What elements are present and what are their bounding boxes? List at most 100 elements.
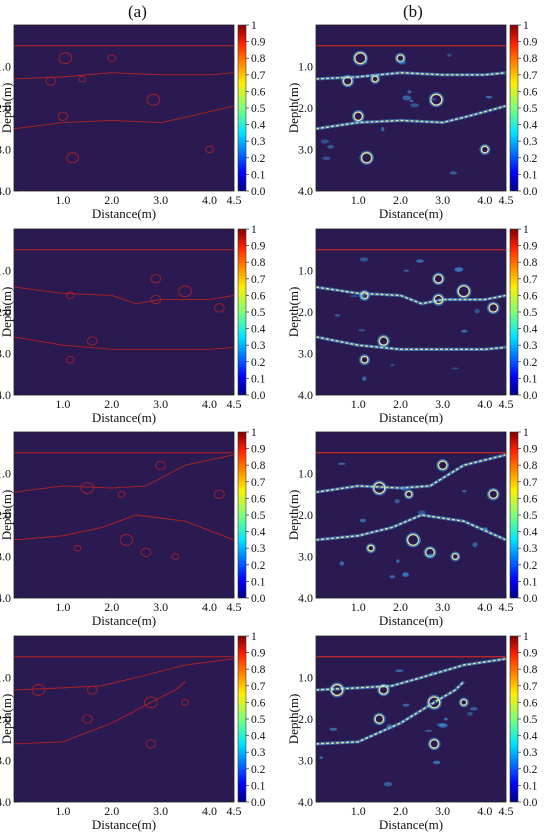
void-ring — [82, 714, 93, 724]
x-tick-label: 3.0 — [435, 193, 450, 207]
anomaly-speckle — [482, 527, 488, 531]
y-tick-label: 1.0 — [298, 60, 313, 74]
colorbar — [237, 635, 247, 803]
anomaly-speckle — [359, 294, 365, 300]
y-tick-label: 4.0 — [298, 184, 313, 198]
x-tick-label: 4.0 — [202, 804, 217, 818]
x-tick-label: 3.0 — [153, 193, 168, 207]
y-tick-label: 3.0 — [298, 143, 313, 157]
colorbar-tick-label: 0.3 — [523, 136, 538, 148]
void-ring — [31, 684, 46, 696]
x-tick-label: 2.0 — [393, 397, 408, 411]
void-glow — [329, 682, 345, 698]
x-tick-label: 2.0 — [393, 193, 408, 207]
void-ring — [367, 544, 375, 552]
anomaly-speckle — [395, 669, 404, 673]
anomaly-speckle — [429, 97, 437, 101]
colorbar-tick-label: 0.6 — [251, 290, 266, 302]
y-tick-label: 1.0 — [0, 60, 11, 74]
y-tick-label: 4.0 — [298, 388, 313, 402]
colorbar — [509, 24, 519, 192]
void-glow — [456, 283, 472, 299]
y-tick-label: 3.0 — [298, 347, 313, 361]
colorbar-tick-label: 0.5 — [251, 714, 266, 726]
y-tick-label: 1.0 — [298, 671, 313, 685]
x-axis-label: Distance(m) — [379, 817, 443, 832]
colorbar-tick-label: 1 — [251, 427, 257, 439]
colorbar-tick-label: 0.3 — [251, 543, 266, 555]
y-tick-label: 4.0 — [0, 388, 11, 402]
anomaly-speckle — [454, 267, 464, 272]
void-ring — [66, 152, 79, 164]
anomaly-speckle — [467, 711, 473, 716]
y-tick-label: 4.0 — [298, 591, 313, 605]
anomaly-speckle — [407, 90, 412, 94]
void-ring — [58, 52, 73, 64]
void-ring — [119, 534, 134, 546]
void-glow — [432, 272, 445, 286]
void-ring — [65, 291, 75, 300]
colorbar-tick-label: 0.2 — [523, 357, 538, 369]
x-tick-label: 3.0 — [435, 804, 450, 818]
x-tick-label: 2.0 — [104, 600, 119, 614]
void-ring — [78, 75, 87, 83]
void-ring — [86, 336, 98, 346]
colorbar-tick-label: 0.1 — [523, 373, 538, 385]
y-axis-label: Depth(m) — [286, 694, 301, 745]
plot-area — [316, 432, 506, 598]
void-ring — [342, 76, 353, 86]
colorbar — [509, 431, 519, 599]
void-ring — [65, 356, 75, 364]
colorbar-tick-label: 0.7 — [251, 274, 266, 286]
void-ring — [378, 685, 389, 695]
colorbar-tick-label: 0.9 — [523, 37, 538, 49]
void-ring — [451, 552, 459, 561]
void-glow — [423, 546, 437, 559]
interface-line — [13, 454, 235, 493]
x-axis-label: Distance(m) — [92, 613, 156, 628]
void-glow — [487, 488, 500, 501]
x-axis-label: Distance(m) — [92, 206, 156, 221]
x-axis-label: Distance(m) — [379, 613, 443, 628]
anomaly-speckle — [427, 553, 434, 557]
void-ring — [437, 460, 448, 471]
anomaly-speckle — [359, 257, 369, 262]
void-ring — [428, 696, 441, 709]
panel-b2: 1.0 2.0 3.0 4.0 1.0 2.0 3.0 4.0 4.5 Distance(m) De… — [286, 224, 538, 425]
x-tick-label: 1.0 — [55, 193, 70, 207]
x-tick-label: 3.0 — [435, 397, 450, 411]
void-ring — [373, 481, 386, 495]
x-axis-label: Distance(m) — [92, 410, 156, 425]
column-label-a: (a) — [128, 2, 147, 21]
void-ring — [57, 111, 69, 121]
interface-line — [315, 454, 507, 493]
interface-line — [13, 286, 235, 305]
y-tick-label: 3.0 — [298, 754, 313, 768]
void-ring — [330, 683, 344, 696]
colorbar-tick-label: 0.9 — [251, 241, 266, 253]
anomaly-speckle — [486, 95, 493, 99]
void-glow — [479, 144, 491, 155]
colorbar-tick-label: 1 — [251, 224, 257, 236]
void-glow — [373, 712, 386, 726]
y-tick-label: 4.0 — [298, 795, 313, 809]
colorbar-tick-label: 0.0 — [523, 186, 538, 198]
void-ring — [205, 145, 214, 154]
void-ring — [145, 739, 157, 749]
void-ring — [480, 145, 489, 154]
x-tick-label: 4.0 — [202, 193, 217, 207]
anomaly-speckle — [424, 729, 433, 732]
void-glow — [432, 293, 445, 306]
x-tick-label: 4.0 — [477, 600, 492, 614]
colorbar — [237, 431, 247, 599]
void-ring — [80, 482, 95, 494]
colorbar-tick-label: 0.0 — [251, 593, 266, 605]
plot-area — [14, 229, 234, 395]
void-glow — [377, 683, 390, 697]
void-ring — [396, 54, 405, 63]
interface-line — [315, 681, 465, 745]
x-tick-label: 1.0 — [351, 600, 366, 614]
y-tick-label: 4.0 — [0, 795, 11, 809]
